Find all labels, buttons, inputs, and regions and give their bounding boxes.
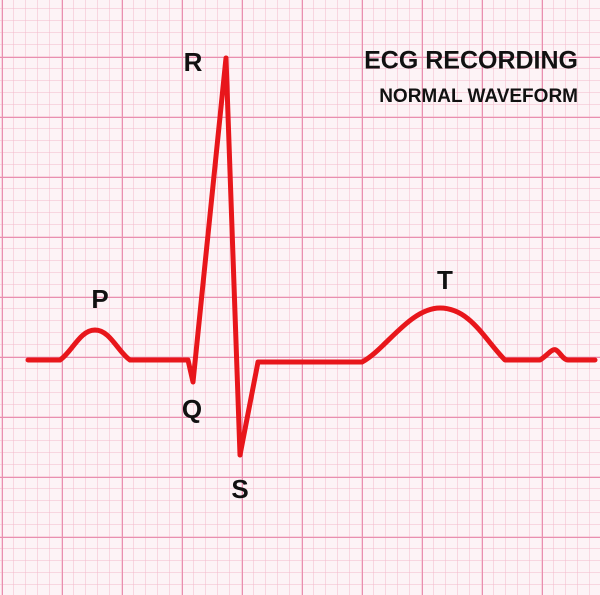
wave-label: P bbox=[91, 284, 108, 314]
wave-label: Q bbox=[182, 394, 202, 424]
title: ECG RECORDING bbox=[364, 47, 578, 75]
subtitle: NORMAL WAVEFORM bbox=[379, 86, 578, 107]
wave-label: R bbox=[184, 47, 203, 77]
wave-label: S bbox=[231, 474, 248, 504]
ecg-waveform bbox=[25, 55, 598, 458]
wave-label: T bbox=[437, 265, 453, 295]
